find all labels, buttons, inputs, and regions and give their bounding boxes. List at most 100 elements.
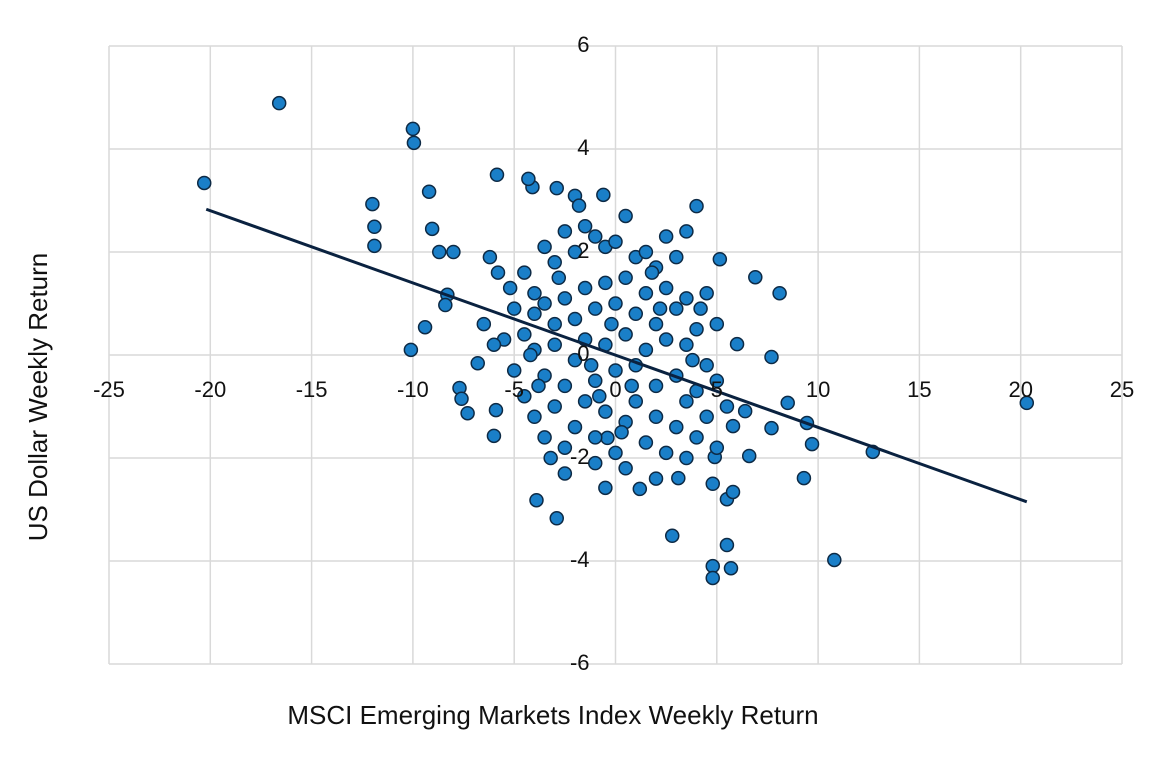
point (679, 337, 694, 352)
point (476, 316, 492, 332)
point (669, 301, 684, 316)
point (592, 388, 607, 404)
point (644, 265, 660, 280)
point (577, 219, 593, 234)
point (567, 352, 583, 368)
point (638, 285, 654, 301)
point (648, 409, 664, 425)
point (827, 552, 842, 568)
point (587, 373, 603, 388)
point (638, 244, 654, 260)
point (543, 450, 558, 466)
point (689, 322, 704, 337)
point (549, 511, 564, 526)
point (571, 198, 587, 213)
point (624, 378, 639, 394)
point (648, 316, 664, 332)
x-tick-label: 25 (1110, 377, 1134, 402)
point (679, 291, 694, 306)
point (705, 570, 720, 586)
point (537, 296, 552, 311)
x-tick-label: -20 (194, 377, 226, 402)
point (547, 337, 562, 352)
point (712, 251, 728, 267)
point (648, 471, 664, 486)
point (628, 394, 644, 409)
y-axis-title: US Dollar Weekly Return (23, 253, 53, 542)
point (488, 402, 504, 418)
point (669, 249, 684, 265)
point (557, 440, 573, 455)
point (583, 358, 599, 373)
point (618, 270, 633, 285)
point (367, 238, 382, 254)
point (367, 219, 382, 235)
point (523, 347, 538, 363)
point (685, 352, 700, 368)
point (567, 311, 583, 327)
point (600, 430, 615, 446)
point (587, 455, 603, 471)
point (679, 450, 694, 466)
point (764, 420, 779, 436)
point (196, 175, 212, 191)
point (406, 135, 422, 151)
point (652, 301, 668, 316)
point (741, 448, 757, 464)
point (669, 419, 684, 435)
point (405, 121, 421, 137)
point (547, 316, 562, 332)
point (764, 349, 779, 365)
point (632, 481, 648, 497)
point (725, 484, 741, 500)
point (618, 327, 633, 342)
point (705, 476, 720, 491)
point (705, 558, 720, 574)
point (417, 319, 433, 335)
point (271, 95, 287, 111)
point (547, 255, 562, 270)
point (596, 187, 611, 203)
x-tick-label: -15 (296, 377, 328, 402)
point (506, 301, 522, 316)
y-tick-label: 4 (577, 135, 589, 160)
point (527, 306, 542, 322)
point (549, 180, 564, 196)
point (587, 301, 603, 316)
point (725, 418, 741, 434)
point (470, 355, 485, 371)
point (748, 269, 763, 285)
x-tick-label: 5 (711, 377, 723, 402)
point (547, 399, 562, 414)
x-tick-label: 15 (907, 377, 931, 402)
point (679, 224, 694, 239)
point (709, 373, 725, 388)
point (482, 249, 498, 265)
point (709, 440, 725, 455)
point (598, 404, 613, 419)
point (454, 391, 469, 407)
y-tick-label: -6 (570, 650, 590, 675)
x-tick-label: 10 (806, 377, 830, 402)
point (537, 430, 552, 445)
point (557, 466, 573, 481)
point (608, 234, 623, 249)
point (557, 378, 573, 394)
point (780, 395, 795, 411)
point (679, 394, 694, 409)
point (699, 285, 714, 301)
point (460, 405, 475, 421)
point (506, 363, 522, 378)
x-tick-label: -10 (397, 377, 429, 402)
point (527, 409, 542, 425)
point (638, 342, 654, 358)
point (618, 208, 633, 224)
point (628, 306, 644, 322)
point (598, 480, 613, 496)
point (737, 403, 753, 419)
x-tick-label: 0 (609, 377, 621, 402)
point (658, 280, 674, 296)
point (502, 280, 518, 296)
point (489, 167, 505, 182)
point (693, 301, 708, 316)
